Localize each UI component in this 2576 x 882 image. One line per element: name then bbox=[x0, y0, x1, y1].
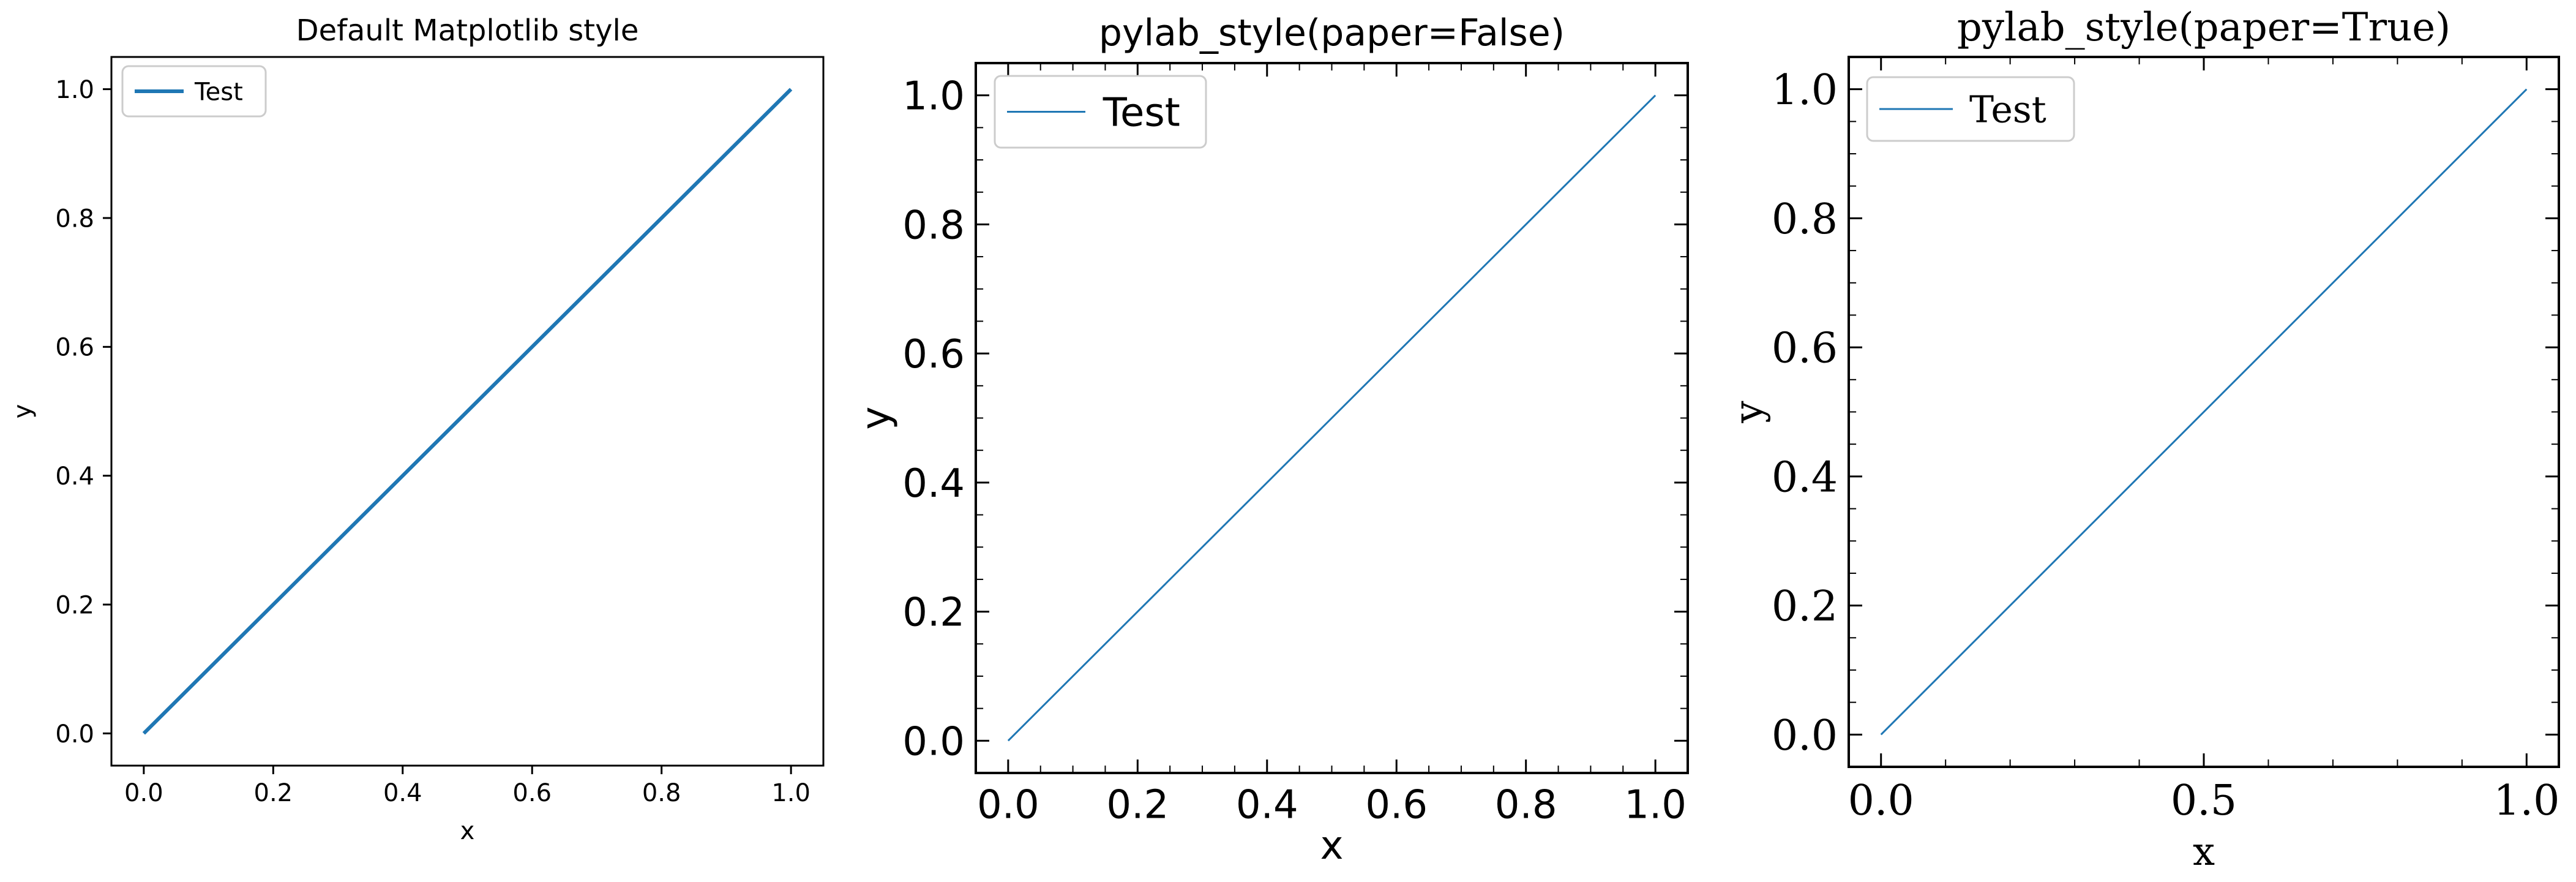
chart-title: pylab_style(paper=True) bbox=[1957, 5, 2451, 50]
y-tick-label: 1.0 bbox=[55, 76, 94, 104]
series-line-1 bbox=[1007, 94, 1657, 742]
x-tick-label: 0.0 bbox=[1848, 777, 1914, 825]
y-tick-label: 0.8 bbox=[1772, 195, 1838, 244]
legend-label: Test bbox=[1969, 89, 2046, 132]
legend-frame bbox=[994, 75, 1207, 149]
y-tick-label: 0.8 bbox=[902, 203, 965, 248]
y-tick-label: 0.2 bbox=[55, 591, 94, 619]
legend: Test bbox=[1866, 76, 2075, 142]
x-tick-label: 1.0 bbox=[2493, 777, 2559, 825]
y-tick-label: 0.6 bbox=[902, 332, 965, 377]
legend-label: Test bbox=[194, 78, 243, 106]
y-tick-label: 0.4 bbox=[55, 462, 94, 491]
x-tick-label: 0.4 bbox=[383, 779, 422, 807]
x-tick-label: 0.0 bbox=[124, 779, 163, 807]
y-axis-label: y bbox=[853, 407, 899, 430]
y-axis-label: y bbox=[9, 404, 37, 419]
x-tick-label: 0.8 bbox=[642, 779, 681, 807]
y-tick-label: 0.4 bbox=[902, 461, 965, 507]
y-tick-label: 0.0 bbox=[902, 719, 965, 764]
y-tick-label: 0.2 bbox=[1772, 582, 1838, 631]
y-tick-label: 0.8 bbox=[55, 205, 94, 233]
x-axis-label: x bbox=[2193, 829, 2215, 875]
x-tick-label: 0.5 bbox=[2171, 777, 2237, 825]
x-tick-label: 0.2 bbox=[254, 779, 293, 807]
chart-title: pylab_style(paper=False) bbox=[1099, 12, 1565, 55]
chart-panel-1: 0.0 0.2 0.4 0.6 0.8 1.0 0.0 0.2 0.4 0.6 0.8 1.0 Defa… bbox=[9, 13, 825, 845]
x-tick-label: 0.2 bbox=[1106, 783, 1169, 828]
x-tick-label: 0.4 bbox=[1236, 783, 1298, 828]
y-tick-label: 0.6 bbox=[55, 334, 94, 362]
x-tick-label: 0.6 bbox=[1365, 783, 1428, 828]
y-tick-label: 0.0 bbox=[55, 720, 94, 748]
legend-frame bbox=[121, 65, 267, 118]
series-line-1 bbox=[142, 88, 793, 735]
x-tick-label: 1.0 bbox=[771, 779, 811, 807]
y-tick-label: 0.4 bbox=[1772, 453, 1838, 502]
x-tick-label: 0.8 bbox=[1495, 783, 1557, 828]
x-axis-label: x bbox=[1320, 823, 1344, 869]
x-axis-label: x bbox=[460, 817, 475, 845]
legend-frame bbox=[1866, 76, 2075, 142]
x-tick-label: 0.0 bbox=[977, 783, 1039, 828]
x-tick-label: 1.0 bbox=[1624, 783, 1687, 828]
y-tick-label: 0.0 bbox=[1772, 712, 1838, 760]
y-axis-label: y bbox=[1726, 401, 1772, 423]
legend: Test bbox=[994, 75, 1207, 149]
y-tick-label: 0.6 bbox=[1772, 325, 1838, 373]
legend-label: Test bbox=[1103, 91, 1180, 136]
axes-frame bbox=[110, 56, 825, 767]
legend: Test bbox=[121, 65, 267, 118]
chart-panel-2: 0.0 0.2 0.4 0.6 0.8 1.0 0.0 0.2 0.4 0.6 0.8 1.0 pyla… bbox=[853, 12, 1689, 869]
series-line-1 bbox=[1880, 88, 2528, 736]
y-tick-label: 1.0 bbox=[1772, 66, 1838, 115]
chart-panel-3: 0.0 0.5 1.0 0.0 0.2 0.4 0.6 0.8 1.0 pylab_style(p… bbox=[1726, 5, 2560, 875]
y-tick-label: 0.2 bbox=[902, 590, 965, 636]
y-tick-label: 1.0 bbox=[902, 74, 965, 119]
x-tick-label: 0.6 bbox=[512, 779, 552, 807]
chart-title: Default Matplotlib style bbox=[296, 13, 639, 48]
